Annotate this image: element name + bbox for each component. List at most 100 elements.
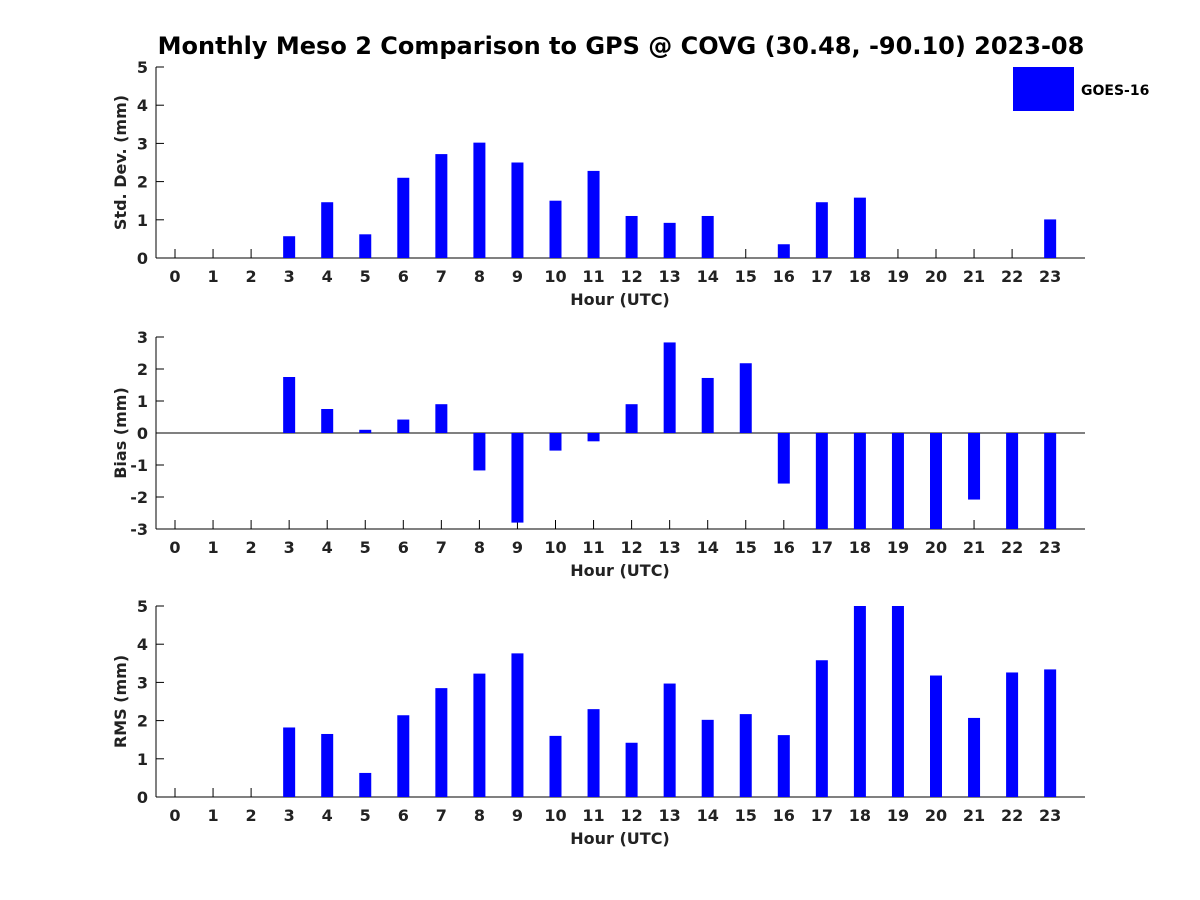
bar-hour-9 <box>511 653 524 797</box>
bar-hour-13 <box>663 683 676 797</box>
bar-hour-13 <box>663 222 676 258</box>
x-tick-label: 1 <box>207 538 218 557</box>
bar-hour-14 <box>701 719 714 797</box>
y-tick-label: 4 <box>137 635 148 654</box>
y-tick-label: -1 <box>130 456 148 475</box>
bar-hour-6 <box>397 715 410 797</box>
bar-hour-3 <box>283 727 296 797</box>
bar-hour-15 <box>739 363 752 433</box>
x-tick-label: 16 <box>773 538 795 557</box>
bar-hour-5 <box>359 234 372 258</box>
x-axis-label: Hour (UTC) <box>570 829 670 848</box>
bar-hour-14 <box>701 377 714 433</box>
x-tick-label: 10 <box>544 267 566 286</box>
x-tick-label: 14 <box>697 267 719 286</box>
x-tick-label: 16 <box>773 267 795 286</box>
bar-hour-16 <box>777 244 790 258</box>
x-tick-label: 18 <box>849 806 871 825</box>
y-tick-label: 5 <box>137 58 148 77</box>
x-tick-label: 15 <box>735 806 757 825</box>
x-tick-label: 11 <box>582 267 604 286</box>
y-tick-label: 3 <box>137 673 148 692</box>
x-tick-label: 2 <box>246 267 257 286</box>
y-tick-label: -3 <box>130 520 148 539</box>
bar-hour-5 <box>359 772 372 797</box>
x-tick-label: 12 <box>620 806 642 825</box>
y-tick-label: 5 <box>137 597 148 616</box>
bar-hour-17 <box>815 202 828 258</box>
x-tick-label: 20 <box>925 806 947 825</box>
x-tick-label: 17 <box>811 538 833 557</box>
bar-hour-23 <box>1044 219 1057 258</box>
y-tick-label: 1 <box>137 392 148 411</box>
bar-hour-18 <box>853 433 866 529</box>
bar-hour-16 <box>777 735 790 797</box>
x-tick-label: 15 <box>735 267 757 286</box>
x-tick-label: 9 <box>512 806 523 825</box>
bar-hour-16 <box>777 433 790 484</box>
bar-hour-23 <box>1044 669 1057 797</box>
x-tick-label: 14 <box>697 538 719 557</box>
x-tick-label: 19 <box>887 806 909 825</box>
legend-swatch-goes-16 <box>1013 67 1074 111</box>
bar-hour-10 <box>549 735 562 797</box>
y-tick-label: 2 <box>137 712 148 731</box>
bar-hour-12 <box>625 404 638 433</box>
x-tick-label: 1 <box>207 806 218 825</box>
x-tick-label: 23 <box>1039 538 1061 557</box>
y-tick-label: 3 <box>137 134 148 153</box>
x-tick-label: 14 <box>697 806 719 825</box>
bar-hour-4 <box>321 409 334 433</box>
y-axis-label: RMS (mm) <box>111 655 130 748</box>
bar-hour-10 <box>549 433 562 451</box>
x-tick-label: 13 <box>659 267 681 286</box>
x-tick-label: 15 <box>735 538 757 557</box>
x-tick-label: 13 <box>659 806 681 825</box>
bar-hour-9 <box>511 162 524 258</box>
y-tick-label: 4 <box>137 96 148 115</box>
x-tick-label: 23 <box>1039 806 1061 825</box>
x-tick-label: 3 <box>284 806 295 825</box>
bar-hour-21 <box>968 717 981 797</box>
y-axis-label: Std. Dev. (mm) <box>111 95 130 230</box>
x-tick-label: 17 <box>811 267 833 286</box>
x-tick-label: 2 <box>246 538 257 557</box>
x-tick-label: 4 <box>322 267 333 286</box>
x-tick-label: 22 <box>1001 538 1023 557</box>
bar-hour-10 <box>549 200 562 258</box>
x-tick-label: 17 <box>811 806 833 825</box>
x-tick-label: 6 <box>398 806 409 825</box>
y-tick-label: 2 <box>137 173 148 192</box>
bar-hour-7 <box>435 688 448 797</box>
x-tick-label: 7 <box>436 806 447 825</box>
x-tick-label: 20 <box>925 538 947 557</box>
x-tick-label: 12 <box>620 538 642 557</box>
bar-hour-20 <box>930 433 942 529</box>
bar-hour-13 <box>663 342 676 433</box>
bar-hour-12 <box>625 215 638 258</box>
bar-hour-11 <box>587 170 600 258</box>
x-tick-label: 0 <box>169 267 180 286</box>
legend-label-goes-16: GOES-16 <box>1081 83 1149 99</box>
x-tick-label: 4 <box>322 538 333 557</box>
bar-hour-14 <box>701 215 714 258</box>
x-tick-label: 19 <box>887 267 909 286</box>
x-tick-label: 11 <box>582 806 604 825</box>
x-tick-label: 8 <box>474 267 485 286</box>
bar-hour-11 <box>587 433 600 442</box>
bar-hour-18 <box>853 197 866 258</box>
chart-title: Monthly Meso 2 Comparison to GPS @ COVG … <box>158 32 1085 60</box>
y-tick-label: 0 <box>137 788 148 807</box>
chart-legend: GOES-16 <box>1013 67 1149 111</box>
x-tick-label: 6 <box>398 538 409 557</box>
x-tick-label: 21 <box>963 267 985 286</box>
bar-hour-7 <box>435 154 448 258</box>
x-tick-label: 5 <box>360 538 371 557</box>
bar-hour-17 <box>815 660 828 797</box>
y-tick-label: 2 <box>137 360 148 379</box>
bar-hour-3 <box>283 236 296 258</box>
